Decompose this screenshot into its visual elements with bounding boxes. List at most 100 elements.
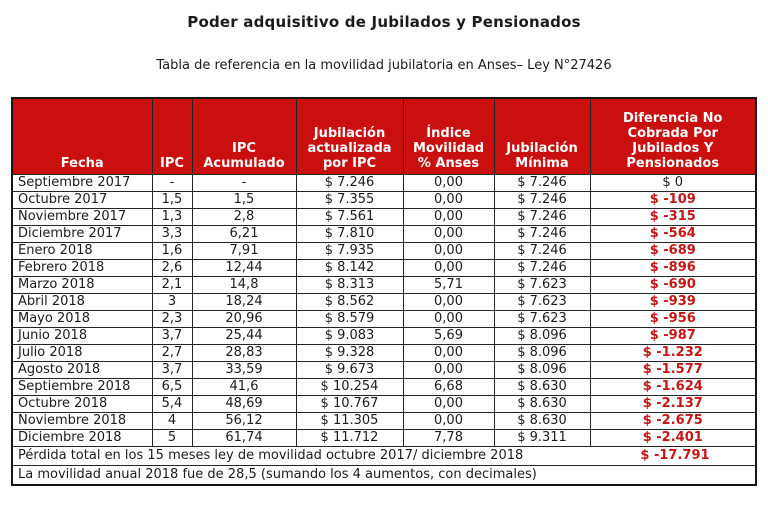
- table-cell: $ -2.137: [589, 394, 757, 413]
- table-cell: $ 7.623: [493, 292, 591, 311]
- table-cell: 18,24: [191, 292, 297, 311]
- table-cell: 0,00: [402, 258, 495, 277]
- table-cell: $ 7.561: [295, 207, 404, 226]
- table-cell: $ 8.313: [295, 275, 404, 294]
- table-cell: $ 9.083: [295, 326, 404, 345]
- table-cell: Noviembre 2018: [11, 411, 153, 430]
- table-row: Agosto 2018 3,7 33,59 $ 9.673 0,00 $ 8.096 $ -…: [11, 360, 757, 379]
- table-cell: $ -689: [589, 241, 757, 260]
- table-cell: 1,3: [151, 207, 193, 226]
- table-cell: 3,7: [151, 326, 193, 345]
- table-cell: Mayo 2018: [11, 309, 153, 328]
- table-cell: 6,21: [191, 224, 297, 243]
- table-row: Octubre 2017 1,5 1,5 $ 7.355 0,00 $ 7.246 $ -1…: [11, 190, 757, 209]
- table-cell: Diciembre 2017: [11, 224, 153, 243]
- table-cell: $ -2.401: [589, 428, 757, 447]
- table-cell: 3,3: [151, 224, 193, 243]
- table-cell: Diciembre 2018: [11, 428, 153, 447]
- table-cell: $ 11.305: [295, 411, 404, 430]
- table-cell: $ 7.246: [295, 173, 404, 192]
- table-cell: $ 7.355: [295, 190, 404, 209]
- summary-value: $ -17.791: [640, 447, 710, 463]
- header-row: Fecha IPC IPC Acumulado Jubilación actualiz…: [11, 97, 757, 175]
- summary-row: La movilidad anual 2018 fue de 28,5 (sum…: [11, 464, 757, 485]
- table-cell: 14,8: [191, 275, 297, 294]
- table-cell: 2,8: [191, 207, 297, 226]
- summary-row: Pérdida total en los 15 meses ley de mov…: [11, 445, 757, 466]
- page-subtitle: Tabla de referencia en la movilidad jubi…: [156, 58, 612, 73]
- table-cell: $ -1.624: [589, 377, 757, 396]
- table-cell: Marzo 2018: [11, 275, 153, 294]
- table-cell: Septiembre 2018: [11, 377, 153, 396]
- table-cell: 2,3: [151, 309, 193, 328]
- table-cell: 3: [151, 292, 193, 311]
- table-cell: $ 7.246: [493, 241, 591, 260]
- table-cell: $ 7.246: [493, 224, 591, 243]
- table-cell: $ 8.579: [295, 309, 404, 328]
- table-cell: 0,00: [402, 173, 495, 192]
- summary-label: Pérdida total en los 15 meses ley de mov…: [18, 447, 524, 463]
- table-cell: 28,83: [191, 343, 297, 362]
- table-cell: Octubre 2018: [11, 394, 153, 413]
- table-cell: $ -939: [589, 292, 757, 311]
- column-header-1: Fecha: [11, 97, 153, 175]
- summary-cell: La movilidad anual 2018 fue de 28,5 (sum…: [11, 464, 757, 485]
- table-cell: $ 7.810: [295, 224, 404, 243]
- table-cell: 6,68: [402, 377, 495, 396]
- table-cell: -: [151, 173, 193, 192]
- table-row: Octubre 2018 5,4 48,69 $ 10.767 0,00 $ 8.630 $…: [11, 394, 757, 413]
- table-cell: Septiembre 2017: [11, 173, 153, 192]
- table-row: Septiembre 2017- - $ 7.246 0,00 $ 7.246 $ 0: [11, 173, 757, 192]
- table-cell: $ 9.311: [493, 428, 591, 447]
- table-cell: $ -1.232: [589, 343, 757, 362]
- table-cell: $ 10.254: [295, 377, 404, 396]
- table-cell: 0,00: [402, 292, 495, 311]
- table-cell: 0,00: [402, 343, 495, 362]
- table-cell: $ 8.096: [493, 326, 591, 345]
- table-cell: $ 7.623: [493, 309, 591, 328]
- table-cell: $ -987: [589, 326, 757, 345]
- table-cell: $ 8.630: [493, 394, 591, 413]
- table-cell: 12,44: [191, 258, 297, 277]
- table-cell: 0,00: [402, 411, 495, 430]
- table-cell: 7,91: [191, 241, 297, 260]
- table-cell: 20,96: [191, 309, 297, 328]
- table-cell: $ 9.673: [295, 360, 404, 379]
- table-cell: $ 7.246: [493, 173, 591, 192]
- table-cell: 33,59: [191, 360, 297, 379]
- table-cell: Junio 2018: [11, 326, 153, 345]
- table-cell: Octubre 2017: [11, 190, 153, 209]
- table-cell: $ 7.935: [295, 241, 404, 260]
- table-cell: $ -896: [589, 258, 757, 277]
- table-cell: 56,12: [191, 411, 297, 430]
- table-cell: $ 8.630: [493, 377, 591, 396]
- table-row: Enero 2018 1,6 7,91 $ 7.935 0,00 $ 7.246 $ -68…: [11, 241, 757, 260]
- table-cell: 5,4: [151, 394, 193, 413]
- table-cell: $ 8.562: [295, 292, 404, 311]
- column-header-7: Diferencia No Cobrada Por Jubilados Y Pe…: [589, 97, 757, 175]
- table-row: Julio 2018 2,7 28,83 $ 9.328 0,00 $ 8.096 $ -1…: [11, 343, 757, 362]
- table-cell: $ -1.577: [589, 360, 757, 379]
- table-cell: 0,00: [402, 394, 495, 413]
- table-cell: 5,69: [402, 326, 495, 345]
- table-cell: $ -564: [589, 224, 757, 243]
- column-header-2: IPC: [151, 97, 193, 175]
- table-cell: 5,71: [402, 275, 495, 294]
- table-cell: $ 8.096: [493, 360, 591, 379]
- table-row: Junio 2018 3,7 25,44 $ 9.083 5,69 $ 8.096 $ -9…: [11, 326, 757, 345]
- table-cell: 1,5: [191, 190, 297, 209]
- table-cell: $ 7.246: [493, 207, 591, 226]
- column-header-6: Jubilación Mínima: [493, 97, 591, 175]
- table-cell: -: [191, 173, 297, 192]
- table-cell: 2,7: [151, 343, 193, 362]
- page-title: Poder adquisitivo de Jubilados y Pension…: [187, 13, 581, 31]
- table-cell: 0,00: [402, 207, 495, 226]
- column-header-5: Índice Movilidad % Anses: [402, 97, 495, 175]
- table-cell: $ -2.675: [589, 411, 757, 430]
- table-cell: 0,00: [402, 241, 495, 260]
- table-row: Noviembre 2017 1,3 2,8 $ 7.561 0,00 $ 7.246 $ …: [11, 207, 757, 226]
- table-cell: Agosto 2018: [11, 360, 153, 379]
- table-cell: 6,5: [151, 377, 193, 396]
- table-header: Fecha IPC IPC Acumulado Jubilación actualiz…: [11, 97, 757, 175]
- table-cell: $ 9.328: [295, 343, 404, 362]
